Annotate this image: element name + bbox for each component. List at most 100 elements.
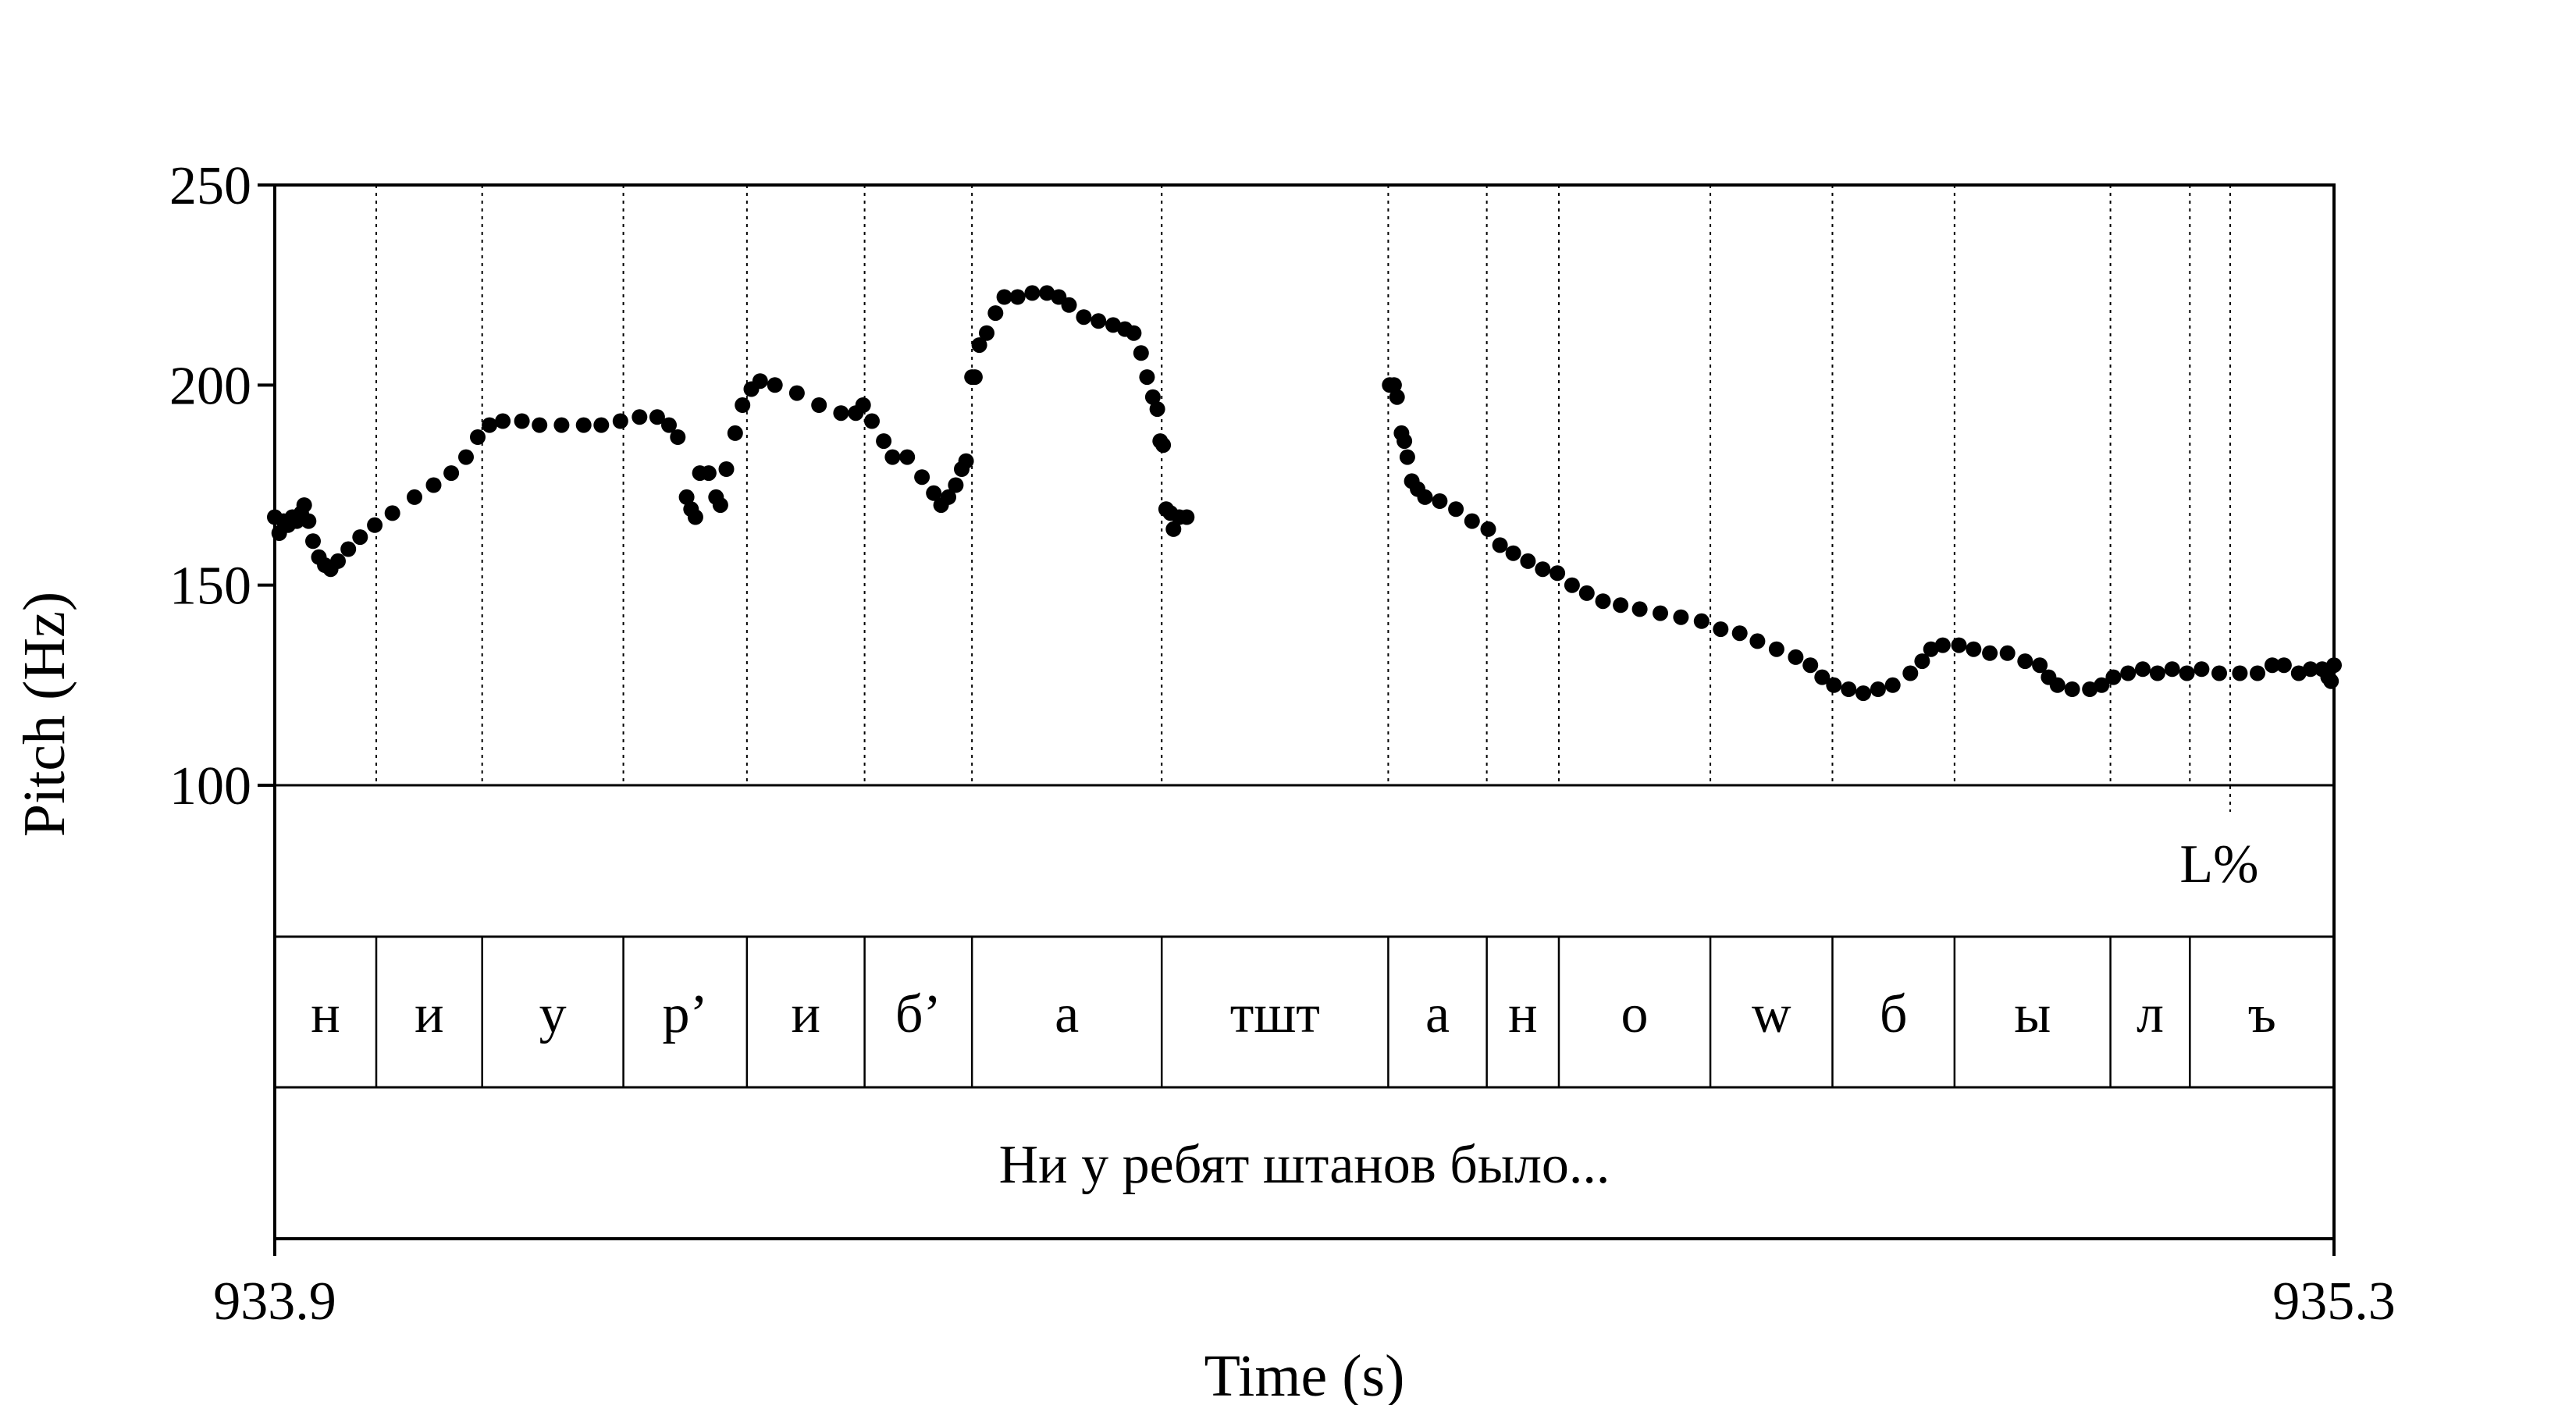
pitch-point [2323, 673, 2339, 689]
pitch-point [1966, 641, 1982, 657]
segment-label: а [1425, 984, 1450, 1044]
pitch-point [1856, 685, 1871, 702]
pitch-point [1902, 665, 1919, 681]
pitch-point [593, 417, 610, 433]
pitch-point [1731, 625, 1748, 642]
pitch-point [914, 469, 930, 486]
pitch-point [958, 453, 974, 469]
pitch-point [1631, 601, 1648, 617]
pitch-point [884, 449, 901, 465]
pitch-point [1914, 653, 1930, 670]
pitch-point [1934, 637, 1951, 653]
y-tick-label: 200 [169, 356, 251, 416]
pitch-point [1826, 677, 1842, 693]
pitch-point [1144, 389, 1161, 405]
pitch-point [987, 305, 1004, 322]
pitch-point [712, 497, 728, 514]
pitch-points [267, 285, 2342, 702]
tone-label: L% [2179, 834, 2258, 895]
pitch-point [1165, 521, 1182, 537]
pitch-point [700, 465, 717, 482]
pitch-point [1417, 489, 1433, 505]
pitch-point [833, 405, 849, 422]
pitch-point [340, 541, 357, 557]
pitch-point [367, 517, 383, 533]
pitch-point [2017, 653, 2033, 670]
pitch-point [971, 337, 987, 354]
pitch-point [1595, 593, 1611, 610]
pitch-point [330, 553, 346, 569]
pitch-point [1788, 649, 1804, 665]
segment-label: б [1880, 984, 1908, 1044]
pitch-point [553, 417, 570, 433]
pitch-point [2194, 661, 2210, 678]
pitch-point [1155, 437, 1172, 454]
y-axis-label: Pitch (Hz) [12, 592, 77, 837]
pitch-point [1492, 537, 1508, 553]
pitch-point [1133, 345, 1149, 361]
pitch-point [1464, 513, 1480, 529]
pitch-point [384, 505, 400, 521]
pitch-point [2105, 669, 2122, 685]
pitch-point [612, 413, 628, 429]
segment-label: тшт [1230, 984, 1320, 1044]
pitch-point [1564, 577, 1580, 593]
pitch-point [2302, 661, 2318, 678]
pitch-point [1653, 605, 1668, 621]
pitch-point [1999, 645, 2016, 661]
pitch-point [458, 449, 474, 465]
pitch-point [864, 413, 880, 429]
pitch-point [1768, 641, 1784, 657]
pitch-point [1179, 509, 1195, 525]
pitch-point [514, 413, 530, 429]
pitch-point [735, 397, 751, 413]
pitch-point [425, 477, 442, 493]
pitch-point [305, 533, 321, 550]
pitch-point [1397, 433, 1413, 450]
pitch-point [1149, 401, 1165, 418]
pitch-point [352, 529, 368, 546]
pitch-point [649, 409, 665, 425]
annotation-tiers: L%н и у р’ и б’ а тшт а н о w б ы л ъНи у ребят штанов … [311, 834, 2275, 1195]
pitch-point [2149, 665, 2165, 681]
pitch-point [1535, 561, 1551, 578]
pitch-point [2211, 665, 2227, 681]
pitch-point [1432, 493, 1448, 509]
pitch-point [1139, 369, 1155, 386]
pitch-point [2082, 681, 2098, 697]
pitch-point [1550, 565, 1566, 582]
pitch-point [2164, 661, 2180, 678]
pitch-point [482, 417, 498, 433]
pitch-point [2049, 677, 2065, 693]
pitch-point [966, 369, 983, 386]
pitch-point [767, 377, 783, 393]
x-tick-label: 935.3 [2272, 1272, 2396, 1332]
pitch-point [1870, 681, 1886, 697]
pitch-point [2032, 657, 2048, 674]
pitch-point [661, 417, 677, 433]
plot-frame [273, 183, 2336, 1240]
segment-label: а [1055, 984, 1079, 1044]
pitch-point [996, 289, 1012, 305]
pitch-point [2135, 661, 2151, 678]
pitch-point [632, 409, 648, 425]
pitch-point [2179, 665, 2195, 681]
plot-border [273, 183, 2336, 1240]
pitch-point [1126, 325, 1142, 341]
pitch-point [2064, 681, 2080, 697]
segment-label: б’ [895, 984, 941, 1044]
pitch-point [1520, 553, 1536, 569]
pitch-point [1091, 313, 1107, 329]
y-tick-label: 150 [169, 557, 251, 617]
segment-boundary-lines [375, 185, 2231, 812]
segment-label: ъ [2248, 984, 2276, 1044]
pitch-point [1802, 657, 1819, 674]
pitch-point [687, 509, 703, 525]
pitch-point [2264, 657, 2280, 674]
segment-label: н [1508, 984, 1537, 1044]
pitch-point [926, 485, 942, 501]
segment-label: w [1752, 984, 1791, 1044]
pitch-point [1389, 389, 1405, 405]
pitch-point [727, 425, 743, 441]
pitch-point [948, 477, 964, 493]
